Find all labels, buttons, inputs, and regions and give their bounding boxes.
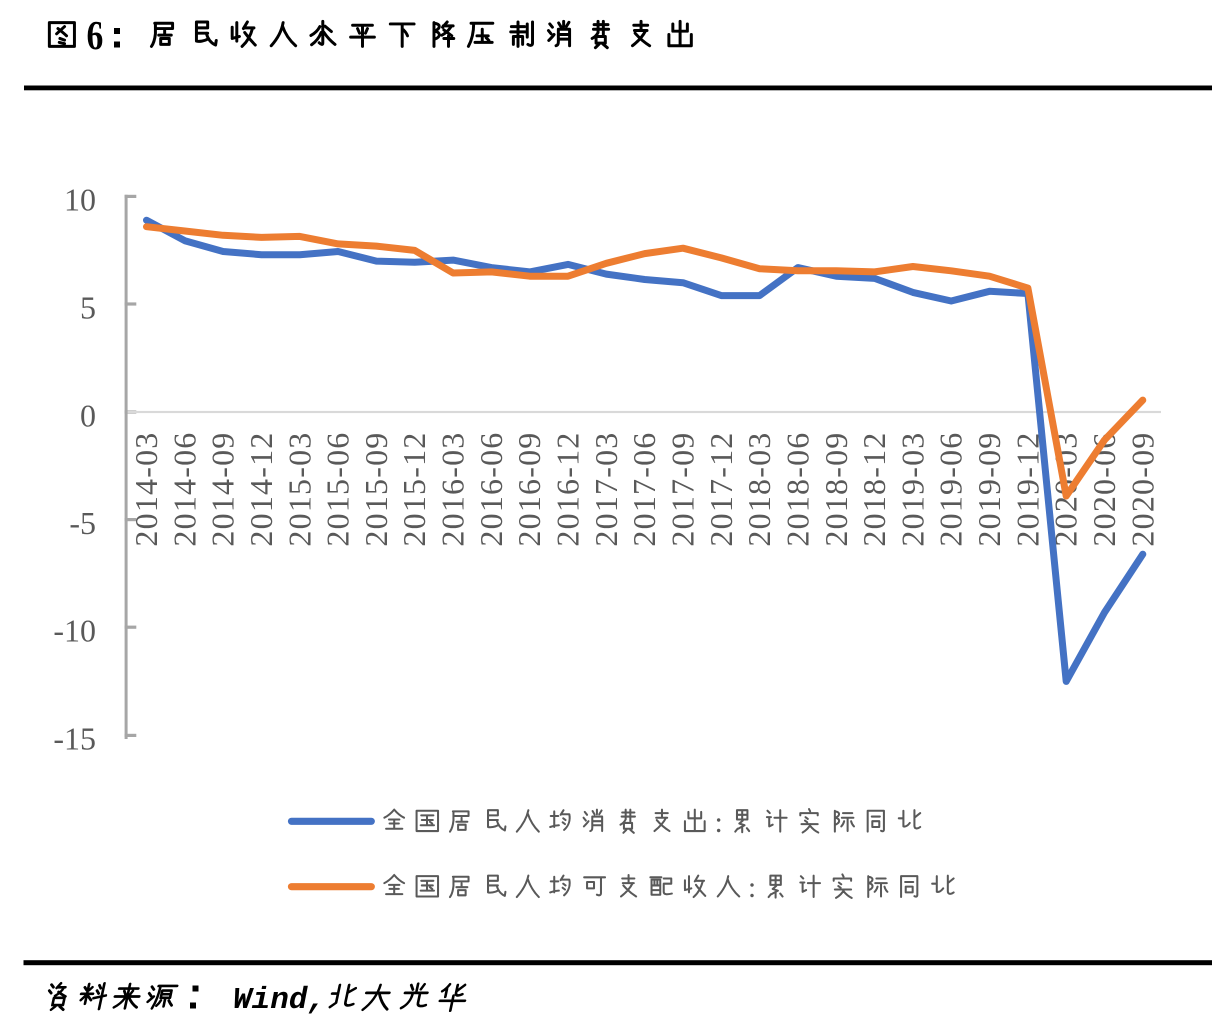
svg-text:2019-03: 2019-03: [894, 432, 930, 547]
svg-text:6: 6: [87, 14, 104, 59]
svg-text:5: 5: [80, 289, 96, 325]
svg-text:2017-03: 2017-03: [588, 432, 624, 547]
svg-text:2015-09: 2015-09: [358, 432, 394, 547]
svg-text:0: 0: [80, 397, 96, 433]
svg-text:2015-12: 2015-12: [396, 432, 432, 547]
svg-text:2017-12: 2017-12: [703, 432, 739, 547]
svg-text:2015-03: 2015-03: [281, 432, 317, 547]
svg-text:2018-09: 2018-09: [818, 432, 854, 547]
svg-text:-15: -15: [53, 721, 96, 757]
svg-text:2020-09: 2020-09: [1124, 432, 1160, 547]
svg-text:2017-06: 2017-06: [626, 432, 662, 547]
svg-text:2019-12: 2019-12: [1009, 432, 1045, 547]
svg-text:Wind,: Wind,: [233, 983, 326, 1018]
svg-text::: :: [748, 871, 756, 904]
svg-text:2015-06: 2015-06: [320, 432, 356, 547]
svg-text:2016-12: 2016-12: [550, 432, 586, 547]
svg-text:2014-06: 2014-06: [166, 432, 202, 547]
svg-text:2014-09: 2014-09: [205, 432, 241, 547]
svg-text:-10: -10: [53, 613, 96, 649]
svg-text:2016-03: 2016-03: [435, 432, 471, 547]
svg-text:2017-09: 2017-09: [665, 432, 701, 547]
svg-text:2014-12: 2014-12: [243, 432, 279, 547]
svg-text:2019-06: 2019-06: [933, 432, 969, 547]
svg-text:2019-09: 2019-09: [971, 432, 1007, 547]
svg-text:-5: -5: [69, 505, 96, 541]
svg-text:2020-06: 2020-06: [1086, 432, 1122, 547]
svg-text::: :: [715, 806, 723, 839]
svg-text:2014-03: 2014-03: [128, 432, 164, 547]
svg-text:10: 10: [64, 182, 96, 218]
svg-text:2018-12: 2018-12: [856, 432, 892, 547]
svg-text:2018-06: 2018-06: [779, 432, 815, 547]
svg-text:2016-06: 2016-06: [473, 432, 509, 547]
svg-text:2016-09: 2016-09: [511, 432, 547, 547]
svg-text:2018-03: 2018-03: [741, 432, 777, 547]
